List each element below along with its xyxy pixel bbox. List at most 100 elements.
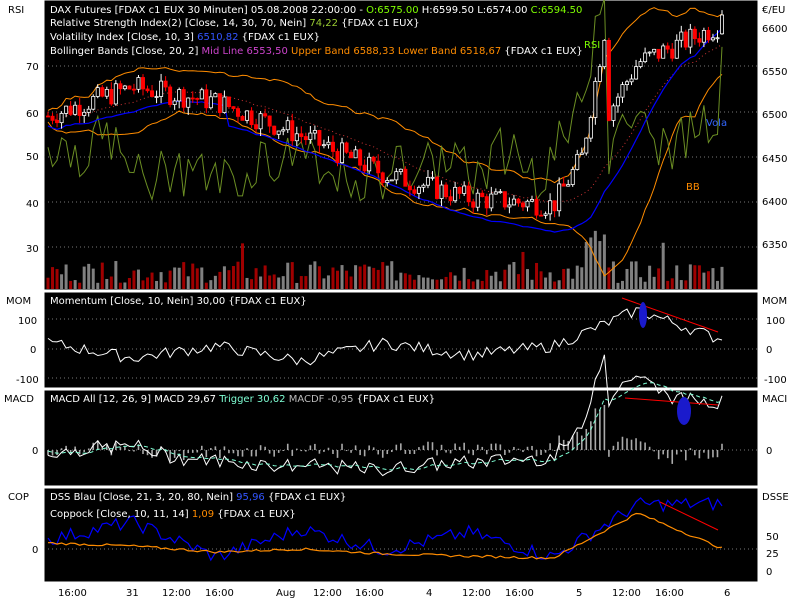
macdf-bar [182,450,185,461]
macdf-bar [490,443,493,450]
macdf-bar [526,446,529,450]
candle-body [692,28,697,40]
x-tick-label: 12:00 [612,588,641,599]
candle-body [602,39,607,68]
candle-body [349,151,354,159]
volume-bar [146,277,150,289]
macdf-bar [390,450,393,453]
tick-label: 6500 [762,110,787,121]
candle-body [697,38,702,43]
volume-bar [227,270,231,289]
legend-rsi-value: 74,22 [306,18,338,29]
macdf-bar [237,450,239,457]
macdf-bar [74,446,76,450]
mom-axes: 100 0 -100 100 0 -100 [16,316,787,386]
candle-body [430,176,435,179]
macdf-bar [716,450,719,458]
candle-body [113,83,118,105]
candle-body [552,200,557,212]
macdf-bar [409,450,411,455]
macdf-bar [87,448,90,450]
macdf-bar [133,450,135,452]
volume-bar [648,265,652,289]
candle-body [127,85,132,90]
candle-body [82,111,87,116]
momentum-line [47,307,723,366]
candle-body [308,132,313,141]
macdf-bar [694,450,696,456]
candle-body [606,39,611,121]
macdf-bar [191,450,194,453]
volume-bar [245,277,249,289]
macdf-bar [83,450,85,453]
macd-panel[interactable] [43,389,759,487]
volume-bar [218,271,222,289]
mom-left-label: MOM [6,296,31,307]
macdf-bar [332,450,334,454]
volume-bar [661,242,665,289]
main-legend: DAX Futures [FDAX c1 EUX 30 Minuten] 05.… [50,5,727,193]
candle-body [634,66,639,80]
candle-body [68,105,73,115]
volume-bar [322,278,326,289]
legend-macd-text: MACD All [12, 26, 9] [50,394,151,405]
volume-bar [589,237,593,289]
volume-bar [715,280,719,289]
tick-label: 25 [766,549,779,560]
volume-bar [476,279,480,289]
legend-trigger-value: Trigger 30,62 [216,394,285,405]
macd-left-label: MACD [4,394,34,405]
volume-bar [263,265,267,289]
volume-bar [268,275,272,289]
macdf-bar [155,450,158,457]
legend-macd: MACD All [12, 26, 9] MACD 29,67 Trigger … [50,394,435,405]
macdf-bar [78,450,81,455]
macdf-bar [721,443,723,450]
volume-bar [390,261,394,289]
candle-body [557,183,562,212]
volume-bar [525,269,529,289]
volume-bar [209,280,213,289]
macd-divergence-marker [677,397,691,425]
tick-label: -100 [764,375,787,386]
macd-trendline [624,397,719,406]
candle-body [245,110,250,121]
macdf-bar [553,450,556,452]
macdf-bar [65,445,67,450]
macdf-bar [246,448,248,450]
candle-body [593,81,598,118]
bollinger-mid [47,43,723,204]
candle-body [217,93,222,113]
main-right-axis: 6600 6550 6500 6450 6400 6350 [762,24,787,251]
macdf-bar [359,450,361,456]
macdf-bar [689,448,692,450]
volume-bar [566,268,570,289]
volume-bar [304,276,308,289]
volume-bar [295,282,299,289]
volume-bar [616,282,620,289]
main-panel[interactable] [43,0,759,291]
volume-bar [666,280,670,289]
candle-body [254,124,259,130]
macdf-bar [404,450,407,454]
macdf-bar [377,450,380,455]
legend-coppock-text: Coppock [Close, 10, 11, 14] [50,509,189,520]
candle-body [122,85,127,90]
legend-rsi: Relative Strength Index(2) [Close, 14, 3… [50,18,420,29]
candle-body [235,108,240,117]
volume-bar [96,282,100,289]
candle-body [131,88,136,91]
candle-body [530,199,535,202]
candle-body [118,83,123,90]
volume-bar [607,267,611,289]
cop-panel[interactable] [43,487,759,583]
candle-body [335,151,340,164]
candle-body [629,78,634,83]
legend-coppock-value: 1,09 [189,509,214,520]
candle-body [548,200,553,215]
macdf-bar [481,446,484,450]
volume-bar [100,262,104,289]
candle-body [371,156,376,162]
volume-bar [553,281,557,289]
x-tick-label: 5 [576,588,582,599]
